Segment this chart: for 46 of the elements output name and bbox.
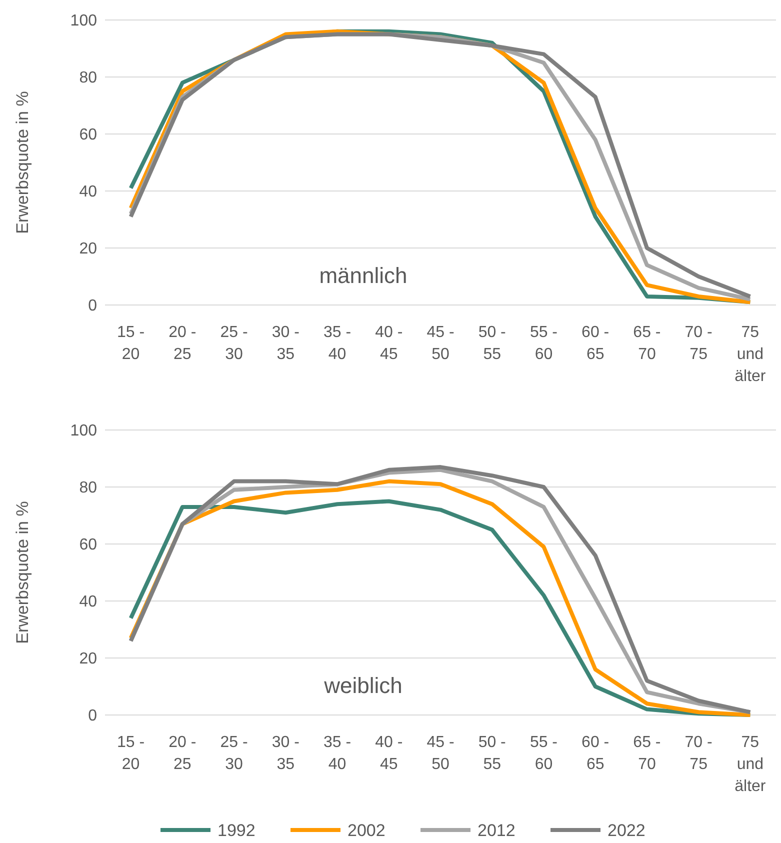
x-tick-label: 15 - 20 bbox=[117, 324, 145, 363]
x-tick-label: 45 - 50 bbox=[426, 324, 454, 363]
y-tick-label: 20 bbox=[79, 240, 98, 258]
x-tick-label: 30 - 35 bbox=[272, 734, 300, 773]
x-tick-label: 55 - 60 bbox=[530, 324, 558, 363]
x-tick-label: 20 - 25 bbox=[168, 324, 196, 363]
y-axis-title: Erwerbsquote in % bbox=[13, 501, 32, 644]
x-tick-label: 55 - 60 bbox=[530, 734, 558, 773]
y-tick-label: 60 bbox=[79, 126, 98, 144]
x-tick-label: 60 - 65 bbox=[582, 324, 610, 363]
y-axis-title: Erwerbsquote in % bbox=[13, 91, 32, 234]
x-tick-label: 15 - 20 bbox=[117, 734, 145, 773]
y-tick-label: 40 bbox=[79, 594, 98, 611]
x-tick-label: 40 - 45 bbox=[375, 734, 403, 773]
x-tick-label: 75 und älter bbox=[734, 324, 766, 385]
y-tick-label: 80 bbox=[79, 70, 98, 87]
x-tick-label: 20 - 25 bbox=[168, 734, 196, 773]
x-tick-label: 70 - 75 bbox=[684, 734, 712, 773]
y-tick-label: 0 bbox=[88, 708, 98, 725]
x-tick-label: 50 - 55 bbox=[478, 734, 506, 773]
y-tick-label: 100 bbox=[70, 12, 98, 30]
y-tick-label: 20 bbox=[79, 650, 98, 668]
x-tick-label: 25 - 30 bbox=[220, 734, 248, 773]
y-tick-label: 60 bbox=[79, 536, 98, 554]
annotation: weiblich bbox=[323, 673, 402, 698]
x-tick-label: 65 - 70 bbox=[633, 324, 661, 363]
y-tick-label: 100 bbox=[70, 422, 98, 440]
x-tick-label: 40 - 45 bbox=[375, 324, 403, 363]
legend-label: 1992 bbox=[218, 820, 256, 840]
annotation: männlich bbox=[319, 263, 408, 288]
legend-label: 2012 bbox=[478, 820, 516, 840]
y-tick-label: 80 bbox=[79, 480, 98, 497]
x-tick-label: 60 - 65 bbox=[582, 734, 610, 773]
x-tick-label: 65 - 70 bbox=[633, 734, 661, 773]
legend-label: 2002 bbox=[348, 820, 386, 840]
x-tick-label: 25 - 30 bbox=[220, 324, 248, 363]
x-tick-label: 30 - 35 bbox=[272, 324, 300, 363]
x-tick-label: 35 - 40 bbox=[323, 734, 352, 773]
legend-label: 2022 bbox=[608, 820, 646, 840]
x-tick-label: 35 - 40 bbox=[323, 324, 352, 363]
y-tick-label: 0 bbox=[88, 298, 98, 315]
x-tick-label: 50 - 55 bbox=[478, 324, 506, 363]
x-tick-label: 75 und älter bbox=[734, 734, 766, 795]
x-tick-label: 45 - 50 bbox=[426, 734, 454, 773]
x-tick-label: 70 - 75 bbox=[684, 324, 712, 363]
y-tick-label: 40 bbox=[79, 184, 98, 201]
